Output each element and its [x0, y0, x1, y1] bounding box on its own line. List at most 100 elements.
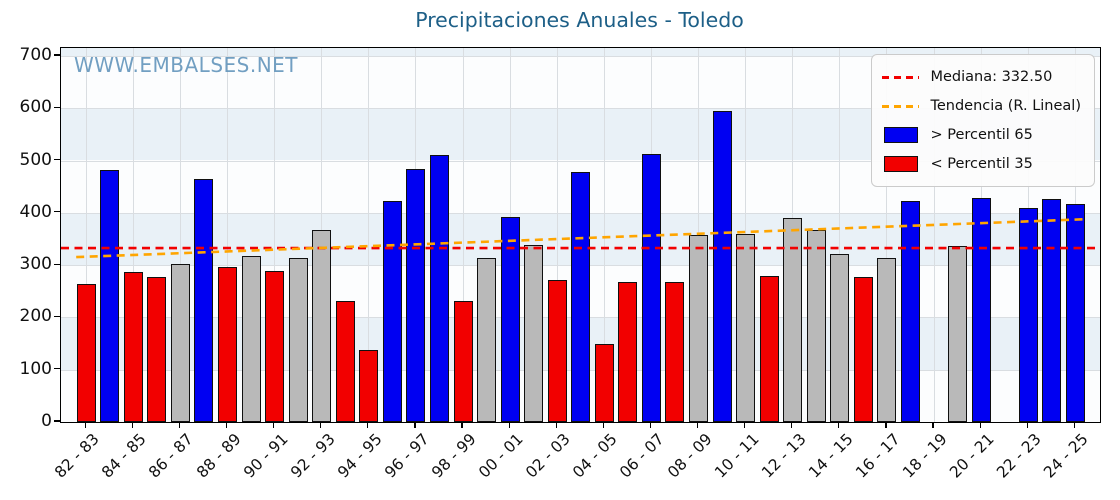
bar-89-90 [241, 255, 261, 422]
chart-layers [61, 48, 1100, 422]
x-axis-tick-mark [979, 422, 981, 428]
chart-title: Precipitaciones Anuales - Toledo [415, 8, 744, 32]
plot-area: WWW.EMBALSES.NET Mediana: 332.50 Tendenc… [60, 47, 1101, 423]
y-axis-tick-label: 400 [19, 201, 52, 222]
x-axis-tick-mark [555, 422, 557, 428]
bar-84-85 [123, 271, 143, 422]
y-axis-tick-mark [54, 315, 60, 318]
x-axis-tick-mark [225, 422, 228, 428]
vertical-gridline [227, 48, 228, 422]
y-axis-tick-label: 500 [19, 149, 52, 170]
y-axis-tick-label: 100 [19, 358, 52, 379]
legend-item-below-percentile: < Percentil 35 [882, 151, 1081, 177]
vertical-gridline [368, 48, 370, 422]
bar-85-86 [147, 276, 167, 422]
x-axis-tick-mark [602, 422, 604, 428]
bar-95-96 [382, 201, 402, 422]
bar-07-08 [665, 282, 685, 422]
x-axis-tick-mark [414, 422, 416, 428]
bar-83-84 [100, 169, 120, 422]
bar-09-10 [712, 111, 732, 422]
bar-06-07 [641, 153, 661, 422]
bar-05-06 [618, 282, 638, 422]
vertical-gridline [839, 48, 841, 422]
y-axis-tick-label: 200 [19, 306, 52, 327]
bar-91-92 [288, 258, 308, 422]
legend-above-label: > Percentil 65 [930, 127, 1033, 143]
vertical-gridline [933, 48, 935, 422]
bar-88-89 [218, 267, 237, 422]
horizontal-gridline [61, 55, 1100, 57]
bar-87-88 [194, 179, 214, 422]
bar-96-97 [406, 169, 426, 422]
bar-97-98 [429, 154, 449, 422]
above-percentile-swatch [883, 127, 918, 143]
horizontal-gridline [61, 108, 1100, 110]
bar-98-99 [453, 301, 473, 422]
x-axis-tick-mark [791, 422, 793, 428]
y-axis-tick-mark [54, 263, 60, 265]
bar-82-83 [76, 283, 96, 422]
x-axis-tick-mark [1026, 422, 1028, 428]
bar-00-01 [500, 216, 520, 422]
x-axis-tick-mark [84, 422, 86, 428]
legend-median-label: Mediana: 332.50 [930, 69, 1053, 85]
watermark: WWW.EMBALSES.NET [74, 53, 299, 77]
bar-01-02 [524, 245, 544, 422]
vertical-gridline [179, 48, 181, 422]
bar-23-24 [1042, 198, 1062, 422]
bar-16-17 [877, 258, 897, 422]
y-axis-tick-mark [54, 211, 60, 213]
bar-24-25 [1065, 203, 1085, 422]
horizontal-gridline [61, 160, 1100, 162]
vertical-gridline [886, 48, 888, 422]
legend-item-above-percentile: > Percentil 65 [882, 122, 1081, 148]
y-axis-tick-label: 300 [19, 254, 52, 275]
y-axis-tick-mark [54, 54, 60, 56]
bar-03-04 [571, 171, 591, 422]
x-axis-tick-mark [1073, 422, 1075, 428]
x-axis-tick-mark [367, 422, 369, 428]
y-axis-tick-label: 600 [19, 97, 52, 118]
x-axis-tick-mark [461, 422, 463, 428]
x-axis-tick-mark [178, 422, 181, 428]
bar-22-23 [1018, 208, 1038, 422]
x-axis-tick-mark [838, 422, 840, 428]
x-axis-tick-mark [131, 422, 133, 428]
x-axis-tick-mark [649, 422, 652, 428]
x-axis-tick-mark [696, 422, 699, 428]
reference-lines [61, 217, 1100, 259]
y-axis-tick-mark [54, 106, 60, 108]
x-axis-tick-mark [508, 422, 510, 428]
bar-17-18 [900, 201, 920, 422]
background-band [61, 48, 1100, 56]
bar-12-13 [783, 217, 803, 422]
bar-20-21 [971, 197, 991, 422]
bar-11-12 [759, 275, 779, 422]
trend-line [76, 217, 1086, 259]
y-axis-tick-mark [54, 420, 60, 422]
legend-item-median: Mediana: 332.50 [882, 64, 1081, 90]
legend-below-label: < Percentil 35 [930, 156, 1033, 172]
vertical-gridline [462, 48, 464, 422]
y-axis-tick-mark [54, 368, 60, 370]
x-axis-tick-mark [885, 422, 887, 428]
legend-item-trend: Tendencia (R. Lineal) [882, 93, 1081, 119]
below-percentile-swatch [883, 156, 918, 172]
bar-15-16 [853, 276, 873, 422]
median-dash-sample [882, 75, 920, 79]
y-axis-tick-label: 700 [19, 44, 52, 65]
bar-13-14 [806, 230, 826, 422]
vertical-gridline [85, 48, 87, 422]
bar-86-87 [170, 263, 190, 422]
bar-10-11 [736, 233, 756, 422]
bar-90-91 [265, 271, 285, 422]
y-axis-tick-label: 0 [41, 411, 52, 431]
vertical-gridline [556, 48, 558, 422]
bar-94-95 [359, 350, 379, 422]
bar-14-15 [830, 254, 850, 422]
x-axis-tick-mark [932, 422, 934, 428]
vertical-gridline [132, 48, 134, 422]
x-axis-tick-mark [320, 422, 322, 428]
